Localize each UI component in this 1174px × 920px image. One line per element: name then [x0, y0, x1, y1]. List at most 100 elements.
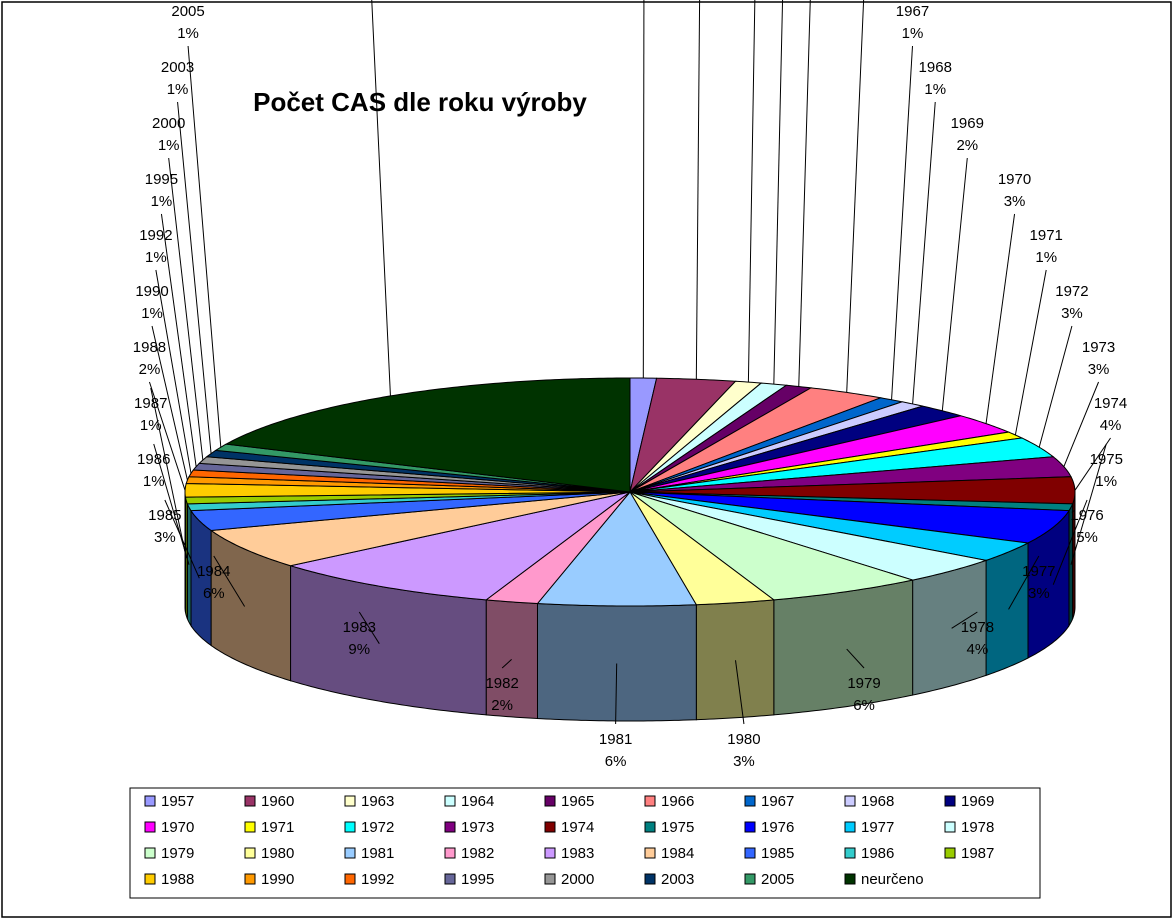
- data-label-category: 1972: [1055, 283, 1088, 300]
- data-label-value: 1%: [1095, 473, 1117, 490]
- data-label-value: 2%: [491, 697, 513, 714]
- data-label-value: 1%: [145, 249, 167, 266]
- leader-line: [213, 555, 246, 607]
- data-label-category: 1981: [599, 731, 632, 748]
- data-label-value: 3%: [154, 529, 176, 546]
- data-label-category: 1977: [1022, 563, 1055, 580]
- pie-slice: [224, 377, 631, 493]
- legend-label: 1986: [861, 845, 894, 862]
- legend-swatch: [544, 795, 556, 807]
- slice-top: [190, 491, 631, 531]
- legend-label: 2005: [761, 871, 794, 888]
- data-label-value: 1%: [924, 81, 946, 98]
- pie-slice: [184, 482, 631, 613]
- legend-label: 1973: [461, 819, 494, 836]
- leader-line: [735, 660, 745, 725]
- data-label-category: 2000: [152, 115, 185, 132]
- legend-label: 1988: [161, 871, 194, 888]
- data-label-category: 1974: [1094, 395, 1127, 412]
- legend-swatch: [444, 847, 456, 859]
- legend-swatch: [744, 795, 756, 807]
- leader-line: [168, 157, 204, 461]
- legend-swatch: [644, 847, 656, 859]
- legend-swatch: [644, 821, 656, 833]
- data-label-category: 1967: [896, 3, 929, 20]
- data-label-value: 3%: [1088, 361, 1110, 378]
- legend-label: 2000: [561, 871, 594, 888]
- legend-label: 1971: [261, 819, 294, 836]
- data-label-value: 4%: [1100, 417, 1122, 434]
- pie-slice: [629, 456, 1072, 493]
- legend-swatch: [744, 847, 756, 859]
- legend-label: 1987: [961, 845, 994, 862]
- slice-side: [695, 599, 775, 721]
- leader-line: [695, 0, 701, 380]
- slice-top: [209, 491, 631, 567]
- data-label-category: 1992: [139, 227, 172, 244]
- legend-swatch: [544, 873, 556, 885]
- data-label-category: 1982: [485, 675, 518, 692]
- leader-line: [1008, 555, 1040, 610]
- leader-line: [1070, 443, 1107, 565]
- slice-top: [629, 456, 1072, 493]
- data-label-category: 1975: [1090, 451, 1123, 468]
- data-label-value: 4%: [967, 641, 989, 658]
- data-label-value: 1%: [158, 137, 180, 154]
- data-label-value: 5%: [1076, 529, 1098, 546]
- slice-top: [629, 476, 1076, 505]
- legend-swatch: [244, 821, 256, 833]
- legend-swatch: [544, 847, 556, 859]
- leader-line: [177, 101, 212, 454]
- leader-line: [187, 45, 222, 448]
- leader-line: [371, 0, 391, 396]
- leader-line: [747, 0, 756, 383]
- data-label-value: 1%: [143, 473, 165, 490]
- leader-line: [941, 157, 968, 411]
- data-label-value: 1%: [151, 193, 173, 210]
- legend-swatch: [544, 821, 556, 833]
- leader-line: [1038, 325, 1073, 448]
- legend-label: 1976: [761, 819, 794, 836]
- slice-top: [224, 377, 631, 493]
- leader-line: [358, 611, 380, 644]
- slice-side: [773, 579, 914, 716]
- legend-label: 1983: [561, 845, 594, 862]
- legend-box: [129, 787, 1041, 899]
- legend-swatch: [644, 795, 656, 807]
- legend-swatch: [744, 873, 756, 885]
- legend-swatch: [944, 847, 956, 859]
- legend-label: 1982: [461, 845, 494, 862]
- legend-swatch: [844, 873, 856, 885]
- data-label-value: 3%: [1061, 305, 1083, 322]
- legend-label: 1965: [561, 793, 594, 810]
- legend-swatch: [344, 847, 356, 859]
- leader-line: [951, 611, 978, 629]
- leader-line: [501, 659, 512, 669]
- data-label-value: 3%: [1004, 193, 1026, 210]
- data-label-value: 6%: [853, 697, 875, 714]
- leader-line: [642, 0, 645, 379]
- pie-slice: [629, 476, 1076, 620]
- slice-top: [184, 482, 631, 498]
- legend-swatch: [244, 847, 256, 859]
- leader-line: [846, 648, 865, 669]
- data-label-category: 1968: [919, 59, 952, 76]
- data-label-category: 2005: [171, 3, 204, 20]
- data-label-value: 2%: [139, 361, 161, 378]
- legend-label: 1995: [461, 871, 494, 888]
- leader-line: [1014, 269, 1047, 436]
- leader-line: [155, 269, 192, 474]
- data-label-value: 1%: [140, 417, 162, 434]
- legend-label: 1966: [661, 793, 694, 810]
- legend-label: 1957: [161, 793, 194, 810]
- legend-label: 1960: [261, 793, 294, 810]
- legend-label: 1981: [361, 845, 394, 862]
- data-label-value: 2%: [956, 137, 978, 154]
- data-label-value: 6%: [203, 585, 225, 602]
- data-label-category: 1976: [1070, 507, 1103, 524]
- data-label-category: 1971: [1030, 227, 1063, 244]
- chart-title: Počet CAS dle roku výroby: [253, 87, 587, 117]
- data-label-category: 1973: [1082, 339, 1115, 356]
- leader-line: [151, 325, 188, 481]
